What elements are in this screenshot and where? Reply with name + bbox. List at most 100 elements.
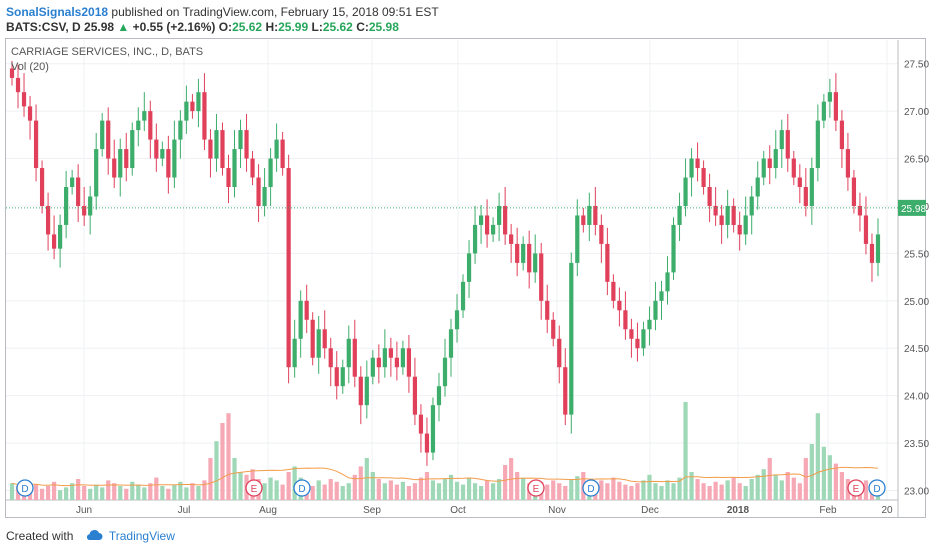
open-value: 25.62 xyxy=(232,20,263,34)
candle-body xyxy=(70,177,75,188)
volume-bar xyxy=(232,458,237,500)
volume-bar xyxy=(208,458,213,500)
volume-bar xyxy=(394,484,399,500)
volume-bar xyxy=(436,483,442,500)
candle-body xyxy=(773,149,778,169)
candle-body xyxy=(316,329,321,358)
candle-body xyxy=(478,215,484,225)
x-tick-label: Sep xyxy=(363,505,381,516)
candle-body xyxy=(827,92,832,102)
volume-bar xyxy=(238,472,243,500)
candle-body xyxy=(376,357,381,368)
x-tick-label: Oct xyxy=(450,505,466,516)
volume-bar xyxy=(545,484,550,500)
candle-body xyxy=(64,187,69,225)
candle-body xyxy=(629,329,634,339)
candle-body xyxy=(51,234,57,249)
volume-bar xyxy=(803,458,808,500)
volume-bar xyxy=(839,472,845,500)
candle-body xyxy=(713,205,718,216)
candle-body xyxy=(809,168,814,206)
volume-bar xyxy=(737,483,742,500)
candle-body xyxy=(334,367,339,387)
volume-bar xyxy=(94,484,99,500)
candle-body xyxy=(154,139,159,159)
y-tick-label: 27.50 xyxy=(904,60,929,71)
volume-bar xyxy=(100,487,105,500)
volume-bar xyxy=(76,479,81,500)
candle-body xyxy=(430,405,436,453)
candle-body xyxy=(370,357,375,377)
volume-bar xyxy=(172,484,177,500)
volume-bar xyxy=(671,483,676,500)
candle-body xyxy=(382,348,387,368)
close-value: 25.98 xyxy=(368,20,399,34)
candle-body xyxy=(749,196,754,216)
published-text: published on TradingView.com, February 1… xyxy=(111,5,439,19)
candle-body xyxy=(527,243,532,273)
y-tick-label: 24.50 xyxy=(904,344,929,355)
candle-body xyxy=(39,168,45,206)
event-marker-label: D xyxy=(587,484,594,495)
candle-body xyxy=(352,338,357,377)
candle-body xyxy=(490,224,496,235)
candle-body xyxy=(797,177,802,188)
volume-bar xyxy=(466,477,472,500)
volume-bar xyxy=(322,484,327,500)
candle-body xyxy=(160,149,165,159)
candle-body xyxy=(292,338,297,368)
close-label: C: xyxy=(356,20,369,34)
candle-body xyxy=(394,357,399,368)
volume-bar xyxy=(454,481,460,500)
volume-bar xyxy=(484,480,490,500)
volume-bar xyxy=(364,458,369,500)
volume-bar xyxy=(635,483,640,500)
footer: Created with TradingView xyxy=(6,529,175,544)
event-marker-earnings xyxy=(847,479,865,497)
candle-body xyxy=(671,224,676,273)
volume-bar xyxy=(490,483,496,500)
candle-body xyxy=(791,158,796,178)
candle-body xyxy=(286,168,291,368)
candle-body xyxy=(142,111,147,121)
candle-body xyxy=(94,149,99,197)
volume-bar xyxy=(418,477,424,500)
volume-bar xyxy=(39,488,45,500)
candle-body xyxy=(424,433,430,453)
tradingview-link[interactable]: TradingView xyxy=(108,529,175,543)
candle-body xyxy=(503,205,508,235)
volume-bar xyxy=(833,463,838,500)
candle-body xyxy=(82,205,87,216)
volume-bar xyxy=(785,472,790,500)
volume-bar xyxy=(328,479,333,500)
candle-body xyxy=(232,149,237,188)
candle-body xyxy=(178,120,183,140)
volume-bar xyxy=(605,483,610,500)
candle-body xyxy=(515,243,520,263)
candle-body xyxy=(238,130,243,150)
candle-body xyxy=(15,77,21,93)
candle-body xyxy=(448,329,454,358)
volume-bar xyxy=(262,483,267,500)
volume-bar xyxy=(575,476,580,500)
candle-body xyxy=(136,120,141,131)
candle-body xyxy=(76,177,81,206)
author-link[interactable]: SonalSignals2018 xyxy=(6,5,109,19)
volume-bar xyxy=(412,483,418,500)
y-tick-label: 23.00 xyxy=(904,487,929,498)
volume-bar xyxy=(767,458,772,500)
x-tick-label: Aug xyxy=(259,505,277,516)
candle-body xyxy=(587,205,592,225)
volume-bar xyxy=(130,481,135,500)
candle-body xyxy=(172,139,177,178)
candle-body xyxy=(845,149,851,178)
volume-bar xyxy=(376,479,381,500)
volume-bar xyxy=(521,477,526,500)
candle-body xyxy=(665,272,670,292)
candle-body xyxy=(304,300,309,320)
volume-bar xyxy=(791,477,796,500)
volume-bar xyxy=(118,486,123,500)
volume-bar xyxy=(280,484,285,500)
chart-frame[interactable] xyxy=(5,38,926,518)
